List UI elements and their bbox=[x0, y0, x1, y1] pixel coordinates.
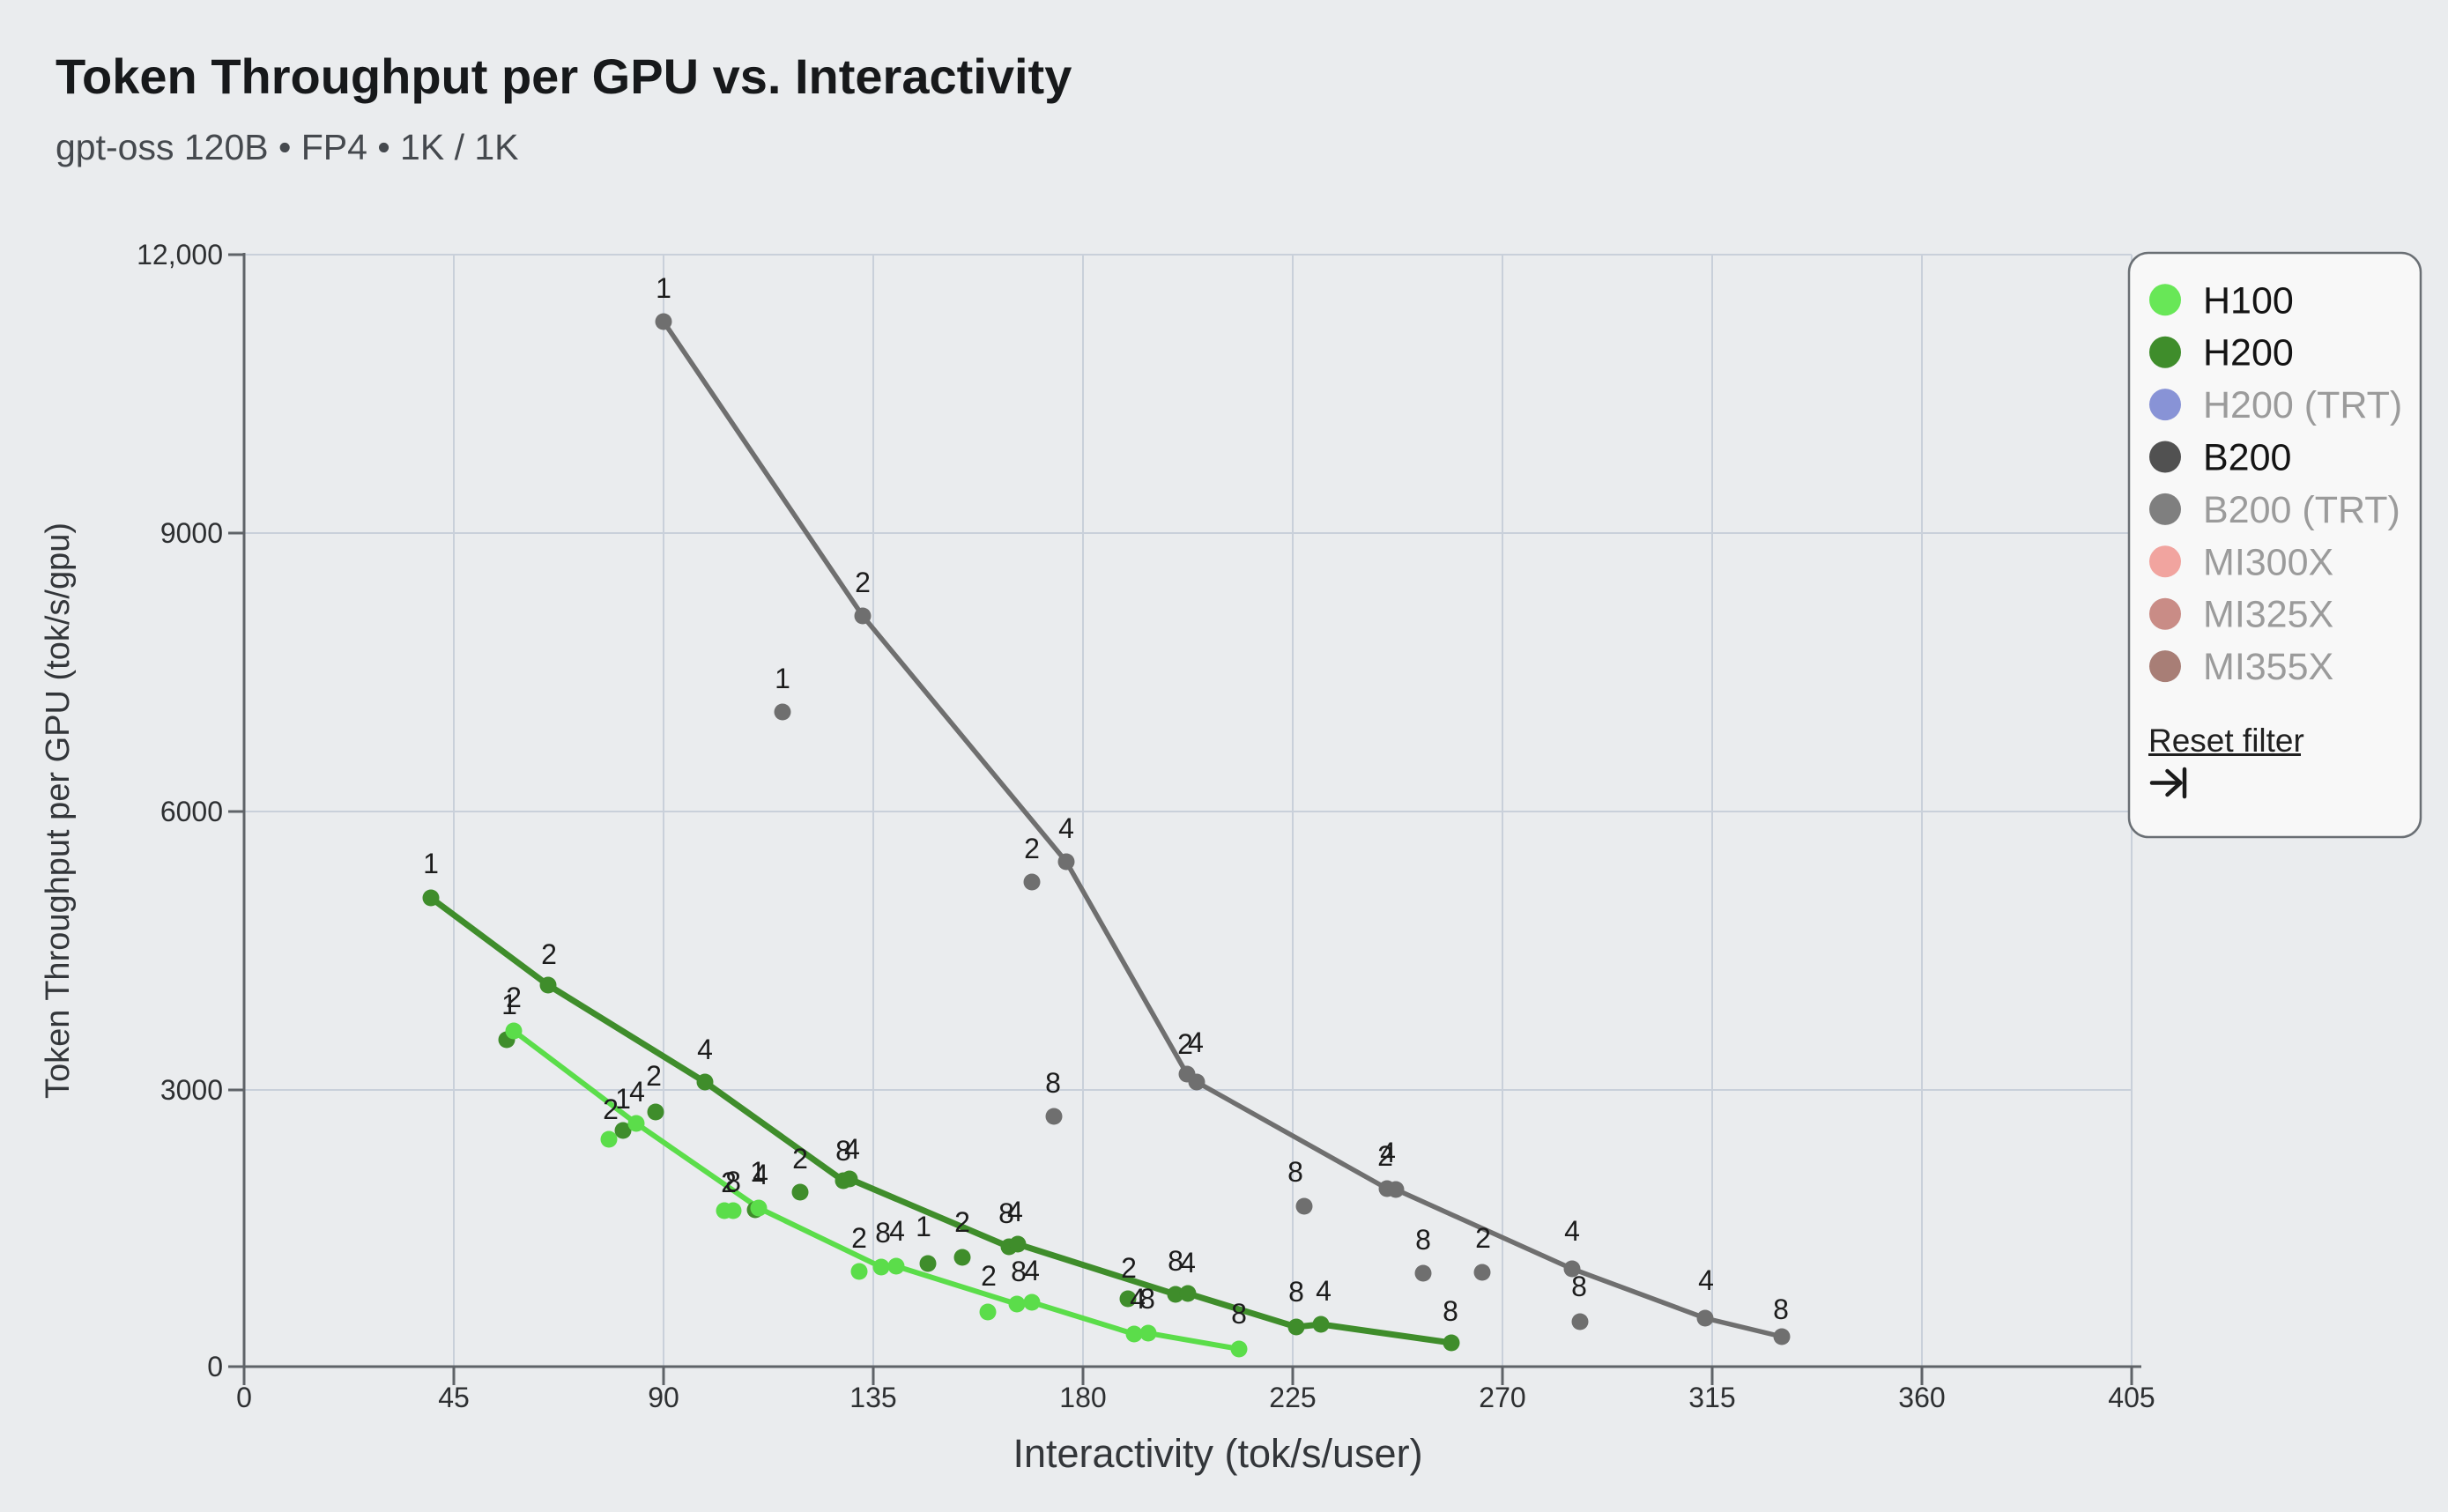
svg-text:8: 8 bbox=[1168, 1245, 1183, 1277]
svg-text:360: 360 bbox=[1898, 1382, 1945, 1413]
svg-text:1: 1 bbox=[916, 1211, 931, 1242]
svg-text:4: 4 bbox=[1007, 1196, 1023, 1227]
svg-text:2: 2 bbox=[981, 1260, 997, 1292]
svg-text:8: 8 bbox=[835, 1135, 851, 1167]
svg-text:8: 8 bbox=[1571, 1271, 1587, 1302]
svg-text:0: 0 bbox=[207, 1351, 223, 1382]
svg-text:2: 2 bbox=[954, 1206, 970, 1238]
svg-text:H200 (TRT): H200 (TRT) bbox=[2203, 384, 2402, 426]
svg-text:4: 4 bbox=[1188, 1027, 1204, 1058]
svg-text:4: 4 bbox=[753, 1159, 768, 1190]
svg-text:315: 315 bbox=[1688, 1382, 1735, 1413]
svg-text:4: 4 bbox=[1024, 1255, 1040, 1286]
svg-text:8: 8 bbox=[1415, 1224, 1431, 1256]
svg-text:8: 8 bbox=[1011, 1256, 1027, 1287]
svg-text:2: 2 bbox=[506, 982, 522, 1013]
svg-text:2: 2 bbox=[855, 567, 871, 598]
svg-text:3000: 3000 bbox=[160, 1074, 223, 1106]
svg-text:2: 2 bbox=[1024, 833, 1040, 864]
svg-text:180: 180 bbox=[1059, 1382, 1106, 1413]
svg-text:8: 8 bbox=[1045, 1067, 1061, 1099]
svg-text:135: 135 bbox=[849, 1382, 896, 1413]
svg-text:270: 270 bbox=[1479, 1382, 1525, 1413]
svg-text:405: 405 bbox=[2108, 1382, 2155, 1413]
svg-text:8: 8 bbox=[1287, 1156, 1303, 1188]
svg-text:8: 8 bbox=[998, 1197, 1014, 1229]
svg-text:1: 1 bbox=[615, 1083, 631, 1115]
svg-text:8: 8 bbox=[1288, 1276, 1304, 1308]
svg-text:4: 4 bbox=[1380, 1137, 1396, 1168]
svg-text:8: 8 bbox=[1231, 1298, 1247, 1330]
svg-text:MI355X: MI355X bbox=[2203, 646, 2333, 688]
svg-text:4: 4 bbox=[1564, 1215, 1580, 1247]
svg-text:Reset filter: Reset filter bbox=[2148, 723, 2304, 759]
svg-text:2: 2 bbox=[603, 1093, 619, 1125]
svg-text:Token Throughput per GPU (tok/: Token Throughput per GPU (tok/s/gpu) bbox=[40, 523, 77, 1099]
svg-text:B200 (TRT): B200 (TRT) bbox=[2203, 489, 2400, 531]
svg-text:1: 1 bbox=[775, 663, 790, 694]
svg-text:Token Throughput per GPU vs. I: Token Throughput per GPU vs. Interactivi… bbox=[56, 48, 1072, 104]
svg-text:4: 4 bbox=[697, 1034, 713, 1065]
svg-text:9000: 9000 bbox=[160, 517, 223, 549]
svg-text:Interactivity (tok/s/user): Interactivity (tok/s/user) bbox=[1013, 1431, 1422, 1476]
svg-text:4: 4 bbox=[629, 1076, 645, 1108]
svg-text:1: 1 bbox=[423, 848, 439, 879]
svg-text:2: 2 bbox=[792, 1143, 808, 1175]
svg-text:2: 2 bbox=[541, 938, 557, 970]
svg-text:2: 2 bbox=[1475, 1222, 1491, 1254]
svg-text:4: 4 bbox=[1698, 1264, 1714, 1296]
svg-text:4: 4 bbox=[1180, 1247, 1196, 1279]
svg-text:1: 1 bbox=[501, 989, 517, 1020]
svg-text:2: 2 bbox=[646, 1060, 662, 1092]
svg-text:2: 2 bbox=[1121, 1252, 1137, 1284]
svg-text:8: 8 bbox=[1773, 1293, 1789, 1325]
svg-text:gpt-oss 120B • FP4 • 1K / 1K: gpt-oss 120B • FP4 • 1K / 1K bbox=[56, 127, 519, 167]
svg-text:45: 45 bbox=[438, 1382, 470, 1413]
svg-text:8: 8 bbox=[725, 1166, 741, 1197]
svg-text:2: 2 bbox=[721, 1167, 737, 1198]
svg-text:4: 4 bbox=[1130, 1283, 1146, 1315]
svg-text:4: 4 bbox=[844, 1133, 860, 1165]
svg-text:4: 4 bbox=[1058, 812, 1074, 844]
svg-text:4: 4 bbox=[1316, 1275, 1332, 1307]
svg-text:8: 8 bbox=[1139, 1283, 1155, 1315]
svg-text:12,000: 12,000 bbox=[137, 239, 223, 271]
svg-text:225: 225 bbox=[1269, 1382, 1316, 1413]
svg-text:4: 4 bbox=[889, 1215, 905, 1247]
svg-text:0: 0 bbox=[236, 1382, 252, 1413]
svg-text:1: 1 bbox=[750, 1156, 766, 1188]
svg-text:H200: H200 bbox=[2203, 332, 2294, 374]
svg-text:8: 8 bbox=[1443, 1295, 1458, 1327]
svg-text:90: 90 bbox=[648, 1382, 679, 1413]
svg-text:8: 8 bbox=[875, 1217, 891, 1249]
svg-text:1: 1 bbox=[656, 272, 671, 304]
svg-text:MI300X: MI300X bbox=[2203, 541, 2333, 583]
svg-text:2: 2 bbox=[851, 1222, 867, 1254]
svg-text:B200: B200 bbox=[2203, 437, 2291, 479]
svg-text:MI325X: MI325X bbox=[2203, 594, 2333, 636]
svg-text:6000: 6000 bbox=[160, 796, 223, 827]
svg-text:2: 2 bbox=[1377, 1140, 1393, 1172]
svg-text:H100: H100 bbox=[2203, 279, 2294, 322]
svg-text:2: 2 bbox=[1177, 1028, 1193, 1060]
